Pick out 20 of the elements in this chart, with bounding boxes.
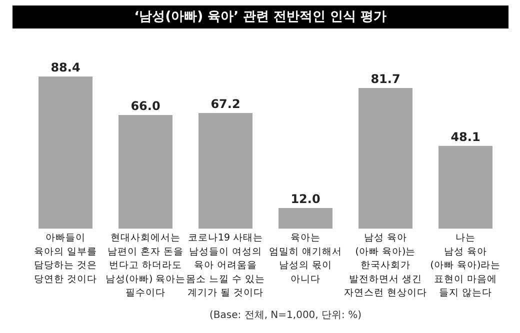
- data-label: 81.7: [370, 72, 400, 86]
- data-label: 66.0: [130, 99, 160, 114]
- bar: [198, 112, 252, 229]
- text: (Base: 전체, N=1,000, 단위: %): [210, 310, 362, 321]
- chart-title: ‘남성(아빠) 육아’ 관련 전반적인 인식 평가: [134, 10, 387, 24]
- data-label: 88.4: [50, 60, 80, 75]
- bar: [278, 208, 332, 229]
- x-tick-label: 아빠들이 육아의 일부를 담당하는 것은 당연한 것이다: [34, 232, 98, 285]
- data-label: 48.1: [450, 130, 480, 144]
- bar: [118, 115, 172, 229]
- data-label: 67.2: [210, 96, 240, 111]
- bar: [438, 146, 492, 229]
- bar: [358, 88, 412, 229]
- x-tick-label: 남성 육아 (아빠 육아)는 한국사회가 발전하면서 생긴 자연스런 현상이다: [344, 232, 428, 298]
- data-label: 12.0: [290, 192, 320, 206]
- x-tick-label: 현대사회에서는 남편이 혼자 돈을 번다고 하더라도 남성(아빠) 육아는 필수이다: [105, 232, 186, 298]
- x-tick-label: 코로나19 사태는 남성들이 여성의 육아 어려움을 몸소 느낄 수 있는 계기가 될 것이다: [186, 232, 266, 298]
- x-tick-label: 나는 남성 육아 (아빠 육아)라는 표현이 마음에 들지 않는다: [430, 232, 501, 298]
- bar: [38, 76, 92, 229]
- x-tick-label: 육아는 엄밀히 얘기해서 남성의 몫이 아니다: [268, 232, 342, 285]
